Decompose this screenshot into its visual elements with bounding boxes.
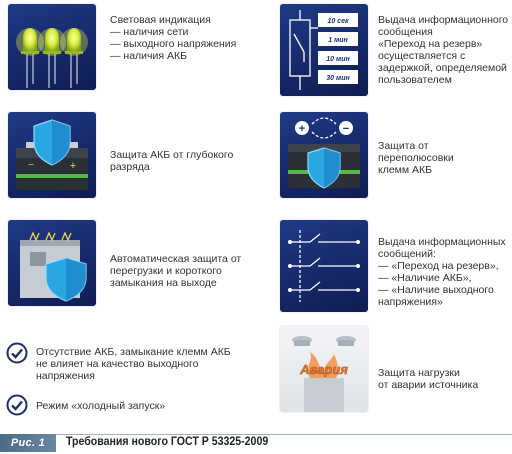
relay-contacts-text: Выдача информационных сообщений: — «Пере… [378, 236, 506, 308]
battery-protection-card: − + [8, 112, 96, 198]
delay-relay-icon: 10 сек 1 мин 10 мин 30 мин [289, 10, 358, 90]
led-indicators-text: Световая индикация — наличия сети — выхо… [110, 14, 237, 62]
check-item-text: Отсутствие АКБ, замыкание клемм АКБ не в… [36, 346, 231, 382]
footer-divider [56, 434, 512, 435]
polarity-protection-card: + − [280, 112, 368, 198]
battery-protection-text: Защита АКБ от глубокого разряда [110, 149, 234, 173]
overload-protection-text: Автоматическая защита от перегрузки и ко… [110, 253, 242, 289]
delay-option-label: 10 сек [327, 18, 349, 25]
figure-caption: Требования нового ГОСТ Р 53325-2009 [66, 436, 269, 448]
svg-text:+: + [299, 123, 305, 135]
check-icon [6, 394, 28, 416]
check-icon [6, 342, 28, 364]
relay-contacts-card [280, 220, 368, 312]
overload-shield-icon [20, 231, 87, 302]
delay-option-label: 1 мин [328, 37, 348, 44]
led-indicators-icon [16, 28, 88, 88]
fire-alarm-icon: Авария [292, 336, 356, 412]
led-indicators-card [8, 4, 96, 90]
delay-relay-text: Выдача информационного сообщения «Перехо… [378, 14, 509, 86]
svg-text:−: − [343, 123, 349, 135]
relay-contacts-icon [288, 230, 360, 302]
battery-shield-icon: − + [16, 119, 88, 190]
polarity-protection-text: Защита от переполюсовки клемм АКБ [378, 140, 454, 176]
svg-text:+: + [70, 160, 76, 172]
delay-option-label: 10 мин [326, 56, 350, 63]
svg-text:−: − [28, 160, 34, 171]
delay-option-label: 30 мин [326, 75, 350, 82]
polarity-shield-icon: + − [288, 117, 360, 189]
figure-badge: Рис. 1 [0, 434, 56, 452]
check-item-text: Режим «холодный запуск» [36, 400, 166, 412]
overload-protection-card [8, 220, 96, 306]
delay-relay-card: 10 сек 1 мин 10 мин 30 мин [280, 4, 368, 96]
svg-text:Авария: Авария [299, 362, 348, 377]
load-protection-text: Защита нагрузки от аварии источника [378, 367, 479, 391]
load-protection-card: Авария [280, 326, 368, 412]
